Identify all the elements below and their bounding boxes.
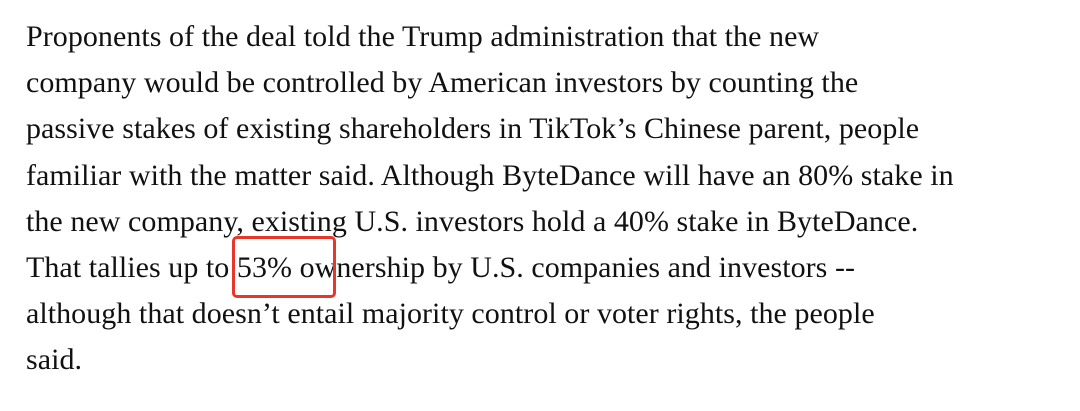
paragraph-line: although that doesn’t entail majority co… <box>26 297 875 331</box>
paragraph-line: Proponents of the deal told the Trump ad… <box>26 20 820 53</box>
paragraph-line: familiar with the matter said. Although … <box>26 158 954 192</box>
paragraph-line: company would be controlled by American … <box>26 66 859 100</box>
article-paragraph: Proponents of the deal told the Trump ad… <box>26 14 1066 384</box>
paragraph-line: said. <box>26 343 83 377</box>
paragraph-line: That tallies up to 53% ownership by U.S.… <box>26 251 856 285</box>
paragraph-line: passive stakes of existing shareholders … <box>26 112 920 146</box>
paragraph-line: the new company, existing U.S. investors… <box>26 204 919 238</box>
